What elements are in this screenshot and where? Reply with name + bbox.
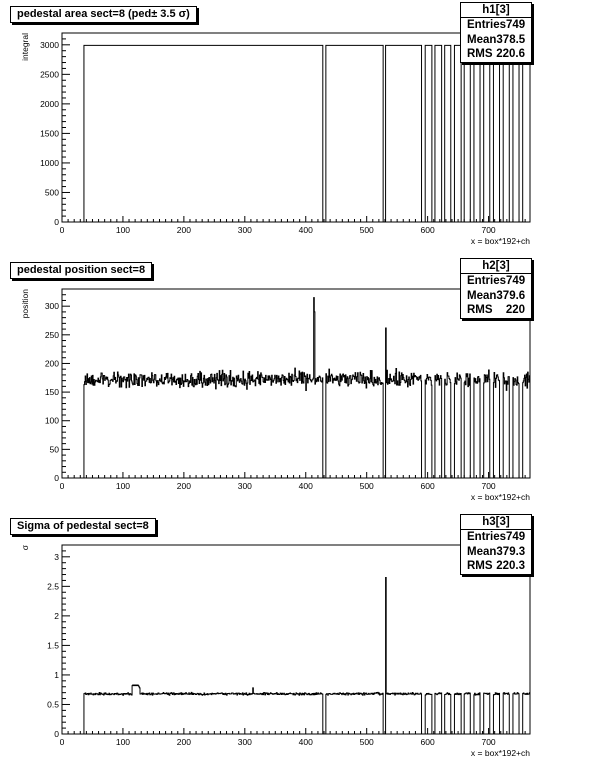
stats-rms-label: RMS bbox=[467, 560, 493, 572]
x-tick-label: 0 bbox=[60, 225, 65, 235]
x-tick-label: 300 bbox=[238, 481, 252, 491]
y-tick-label: 0 bbox=[54, 729, 59, 739]
stats-box: h1[3] Entries 749 Mean 378.5 RMS 220.6 bbox=[460, 2, 532, 63]
stats-rms-label: RMS bbox=[467, 48, 493, 60]
stats-rms-value: 220 bbox=[505, 304, 525, 316]
x-tick-label: 200 bbox=[177, 481, 191, 491]
y-tick-label: 0 bbox=[54, 217, 59, 227]
x-tick-label: 0 bbox=[60, 737, 65, 747]
stats-histogram-name: h2[3] bbox=[461, 259, 531, 274]
plot-position-chart: 0 100 200 300 400 500 600 700 0 50 100 150 200 250 300… bbox=[20, 288, 531, 502]
panel-pedestal-position: 0 100 200 300 400 500 600 700 0 50 100 150 200 250 300… bbox=[0, 256, 596, 512]
stats-histogram-name: h1[3] bbox=[461, 3, 531, 18]
x-tick-label: 500 bbox=[360, 737, 374, 747]
y-tick-label: 0 bbox=[54, 473, 59, 483]
stats-entries-label: Entries bbox=[467, 19, 506, 31]
y-tick-label: 0.5 bbox=[47, 699, 59, 709]
stats-mean-label: Mean bbox=[467, 289, 497, 302]
histogram-line bbox=[62, 297, 531, 479]
stats-entries-label: Entries bbox=[467, 275, 506, 287]
x-tick-label: 700 bbox=[481, 225, 495, 235]
x-tick-label: 300 bbox=[238, 225, 252, 235]
y-tick-label: 2 bbox=[54, 611, 59, 621]
stats-entries-label: Entries bbox=[467, 531, 506, 543]
y-axis-label: integral bbox=[20, 33, 30, 61]
x-tick-label: 500 bbox=[360, 481, 374, 491]
stats-mean-value: 378.5 bbox=[496, 33, 526, 46]
stats-rms-value: 220.3 bbox=[496, 560, 525, 572]
x-tick-label: 0 bbox=[60, 481, 65, 491]
y-tick-label: 2500 bbox=[40, 69, 59, 79]
stats-histogram-name: h3[3] bbox=[461, 515, 531, 530]
y-tick-label: 150 bbox=[45, 387, 59, 397]
y-tick-label: 1000 bbox=[40, 158, 59, 168]
chart-title: pedestal position sect=8 bbox=[10, 262, 153, 279]
plot-sigma-chart: 0 100 200 300 400 500 600 700 0 0.5 1 1.5 2 2.5 3 x = b… bbox=[20, 544, 531, 758]
y-tick-label: 2.5 bbox=[47, 581, 59, 591]
panel-pedestal-sigma: 0 100 200 300 400 500 600 700 0 0.5 1 1.5 2 2.5 3 x = b… bbox=[0, 512, 596, 768]
x-axis-label: x = box*192+ch bbox=[471, 492, 530, 502]
x-axis-label: x = box*192+ch bbox=[471, 236, 530, 246]
x-tick-label: 500 bbox=[360, 225, 374, 235]
stats-mean-label: Mean bbox=[467, 545, 497, 558]
y-tick-label: 100 bbox=[45, 416, 59, 426]
y-tick-label: 300 bbox=[45, 301, 59, 311]
x-tick-label: 600 bbox=[421, 225, 435, 235]
x-tick-label: 100 bbox=[116, 481, 130, 491]
chart-title: Sigma of pedestal sect=8 bbox=[10, 518, 156, 535]
y-tick-label: 1.5 bbox=[47, 640, 59, 650]
x-tick-label: 200 bbox=[177, 737, 191, 747]
y-tick-label: 2000 bbox=[40, 99, 59, 109]
stats-rms-label: RMS bbox=[467, 304, 493, 316]
histogram-line bbox=[62, 576, 531, 735]
y-tick-label: 1500 bbox=[40, 128, 59, 138]
stats-box: h3[3] Entries 749 Mean 379.3 RMS 220.3 bbox=[460, 514, 532, 575]
y-tick-label: 1 bbox=[54, 670, 59, 680]
y-tick-label: 50 bbox=[50, 444, 60, 454]
x-tick-label: 400 bbox=[299, 225, 313, 235]
panel-pedestal-area: 0 100 200 300 400 500 600 700 0 500 1000 1500 2000 25… bbox=[0, 0, 596, 256]
stats-mean-label: Mean bbox=[467, 33, 497, 46]
x-tick-label: 400 bbox=[299, 737, 313, 747]
y-tick-label: 200 bbox=[45, 358, 59, 368]
x-tick-label: 100 bbox=[116, 737, 130, 747]
x-tick-label: 400 bbox=[299, 481, 313, 491]
y-tick-label: 250 bbox=[45, 330, 59, 340]
stats-entries-value: 749 bbox=[506, 275, 526, 287]
x-axis-label: x = box*192+ch bbox=[471, 748, 530, 758]
stats-entries-value: 749 bbox=[506, 531, 526, 543]
stats-entries-value: 749 bbox=[506, 19, 526, 31]
stats-box: h2[3] Entries 749 Mean 379.6 RMS 220 bbox=[460, 258, 532, 319]
y-axis-label: σ bbox=[20, 544, 30, 550]
x-tick-label: 600 bbox=[421, 737, 435, 747]
x-tick-label: 300 bbox=[238, 737, 252, 747]
stats-rms-value: 220.6 bbox=[496, 48, 525, 60]
y-axis-label: position bbox=[20, 289, 30, 319]
y-tick-label: 500 bbox=[45, 187, 59, 197]
stats-mean-value: 379.3 bbox=[496, 545, 526, 558]
x-tick-label: 700 bbox=[481, 481, 495, 491]
x-tick-label: 200 bbox=[177, 225, 191, 235]
x-tick-label: 700 bbox=[481, 737, 495, 747]
x-tick-label: 600 bbox=[421, 481, 435, 491]
x-tick-label: 100 bbox=[116, 225, 130, 235]
plot-area-chart: 0 100 200 300 400 500 600 700 0 500 1000 1500 2000 25… bbox=[20, 32, 531, 246]
y-tick-label: 3 bbox=[54, 552, 59, 562]
histogram-line bbox=[62, 44, 531, 223]
y-tick-label: 3000 bbox=[40, 40, 59, 50]
stats-mean-value: 379.6 bbox=[496, 289, 526, 302]
chart-title: pedestal area sect=8 (ped± 3.5 σ) bbox=[10, 6, 197, 23]
